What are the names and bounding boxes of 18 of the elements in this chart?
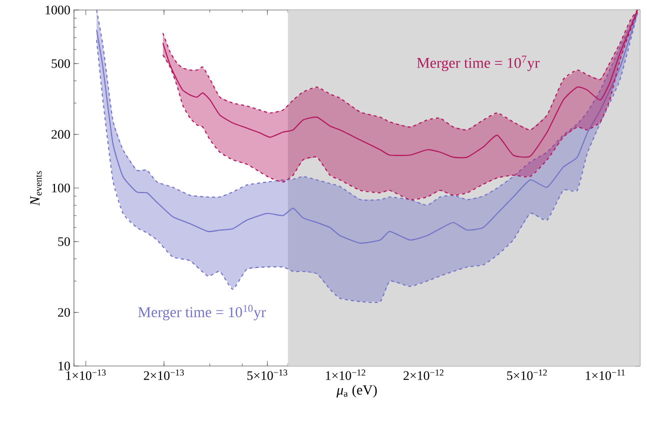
x-tick-label: 5×10$^{−12}$ <box>507 370 547 380</box>
y-tick-label: 20 <box>58 308 70 317</box>
text: Merger time = 10$^{10}$yr <box>138 304 266 320</box>
y-tick-label: 500 <box>52 59 70 68</box>
x-axis-title: μ$_{a}$ (eV) <box>336 384 377 398</box>
x-tick-label: 1×10$^{−13}$ <box>66 370 106 380</box>
y-tick-label: 200 <box>52 130 70 139</box>
y-axis-title: N$_{events}$ <box>30 171 42 206</box>
x-tick-label: 2×10$^{−13}$ <box>144 370 184 380</box>
text: Merger time = 10$^{7}$yr <box>417 56 540 72</box>
y-tick-label: 100 <box>52 184 70 192</box>
y-tick-label: 10 <box>58 362 70 370</box>
y-tick-label: 1000 <box>46 6 70 14</box>
x-tick-label: 5×10$^{−13}$ <box>247 370 288 380</box>
y-tick-label: 50 <box>58 237 70 246</box>
x-tick-label: 2×10$^{−12}$ <box>404 370 444 380</box>
x-tick-label: 1×10$^{−11}$ <box>586 370 625 380</box>
x-tick-label: 1×10$^{−12}$ <box>326 370 366 380</box>
